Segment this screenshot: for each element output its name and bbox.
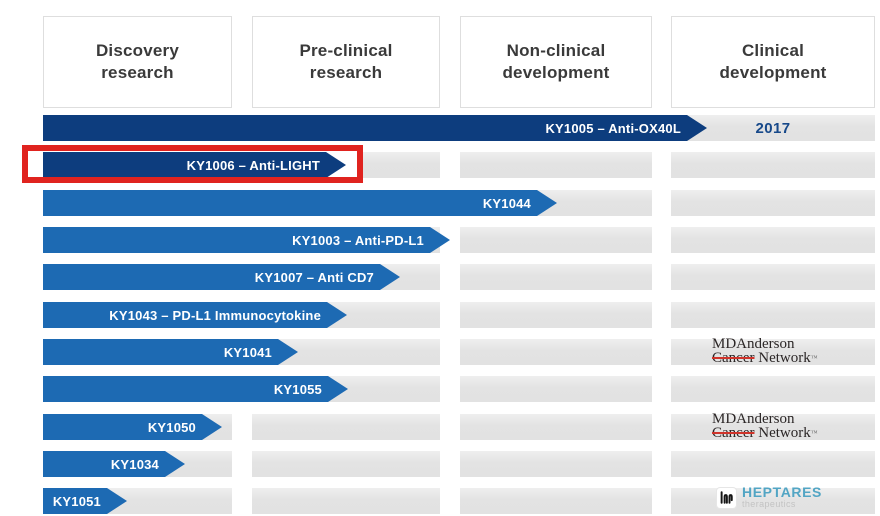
pipeline-bar: KY1006 – Anti-LIGHT: [43, 152, 346, 178]
pipeline-bar: KY1055: [43, 376, 348, 402]
stage-header-discovery: Discovery research: [43, 16, 232, 108]
stage-track: [460, 264, 652, 290]
pipeline-bar: KY1003 – Anti-PD-L1: [43, 227, 450, 253]
stage-track: [460, 451, 652, 477]
heptares-subtitle: therapeutics: [742, 499, 796, 509]
stage-track: [460, 414, 652, 440]
md-anderson-network: Network: [754, 425, 811, 441]
heptares-name: HEPTARES: [742, 484, 822, 500]
pipeline-bar-label: KY1051: [52, 493, 101, 509]
pipeline-bar: KY1007 – Anti CD7: [43, 264, 400, 290]
stage-track: [671, 339, 875, 365]
stage-track: [671, 414, 875, 440]
stage-track: [671, 376, 875, 402]
stage-header-preclinical: Pre-clinical research: [252, 16, 440, 108]
pipeline-bar-label: KY1055: [273, 381, 322, 397]
heptares-logo: HEPTARES therapeutics: [717, 484, 822, 509]
md-anderson-logo: MDAnderson Cancer Network™: [712, 411, 818, 441]
md-anderson-line1: MDAnderson: [712, 336, 795, 352]
pipeline-bar-label: KY1041: [223, 344, 272, 360]
md-anderson-logo: MDAnderson Cancer Network™: [712, 336, 818, 366]
stage-header-nonclinical: Non-clinical development: [460, 16, 652, 108]
stage-track: [671, 451, 875, 477]
stage-track: [671, 488, 875, 514]
md-anderson-network: Network: [754, 350, 811, 366]
pipeline-bar: KY1044: [43, 190, 557, 216]
note-2017: 2017: [755, 119, 791, 137]
stage-track: [460, 227, 652, 253]
heptares-receptor-icon: [717, 487, 736, 508]
stage-track: [671, 302, 875, 328]
md-anderson-cancer-struck: Cancer: [712, 425, 755, 441]
pipeline-bar: KY1051: [43, 488, 127, 514]
md-anderson-line2: Cancer Network™: [712, 425, 818, 441]
stage-track: [252, 414, 440, 440]
stage-track: [671, 264, 875, 290]
pipeline-bar-label: KY1043 – PD-L1 Immunocytokine: [109, 307, 321, 323]
stage-track: [460, 376, 652, 402]
stage-track: [460, 302, 652, 328]
md-anderson-line1: MDAnderson: [712, 411, 795, 427]
stage-header-clinical: Clinical development: [671, 16, 875, 108]
md-anderson-line2: Cancer Network™: [712, 350, 818, 366]
stage-track: [460, 152, 652, 178]
trademark-mark: ™: [810, 354, 818, 362]
pipeline-bar: KY1041: [43, 339, 298, 365]
pipeline-bar: KY1034: [43, 451, 185, 477]
pipeline-bar-label: KY1007 – Anti CD7: [254, 269, 374, 285]
pipeline-bar-label: KY1003 – Anti-PD-L1: [292, 232, 424, 248]
pipeline-bar: KY1050: [43, 414, 222, 440]
stage-track: [671, 227, 875, 253]
stage-track: [252, 488, 440, 514]
pipeline-bar-label: KY1034: [110, 456, 159, 472]
trademark-mark: ™: [810, 429, 818, 437]
stage-track: [252, 451, 440, 477]
pipeline-bar-label: KY1005 – Anti-OX40L: [545, 120, 681, 136]
stage-track: [460, 488, 652, 514]
pipeline-bar-label: KY1044: [482, 195, 531, 211]
stage-track: [460, 339, 652, 365]
pipeline-bar: KY1043 – PD-L1 Immunocytokine: [43, 302, 347, 328]
pipeline-bar-label: KY1050: [147, 419, 196, 435]
highlight-box: [22, 145, 363, 183]
pipeline-bar-label: KY1006 – Anti-LIGHT: [186, 157, 320, 173]
stage-track: [671, 190, 875, 216]
stage-track: [671, 152, 875, 178]
pipeline-bar: KY1005 – Anti-OX40L: [43, 115, 707, 141]
md-anderson-cancer-struck: Cancer: [712, 350, 755, 366]
